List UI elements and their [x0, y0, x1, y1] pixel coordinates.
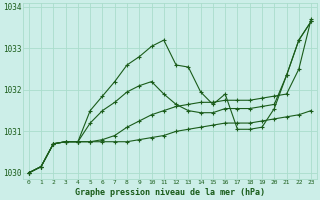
- X-axis label: Graphe pression niveau de la mer (hPa): Graphe pression niveau de la mer (hPa): [75, 188, 265, 197]
